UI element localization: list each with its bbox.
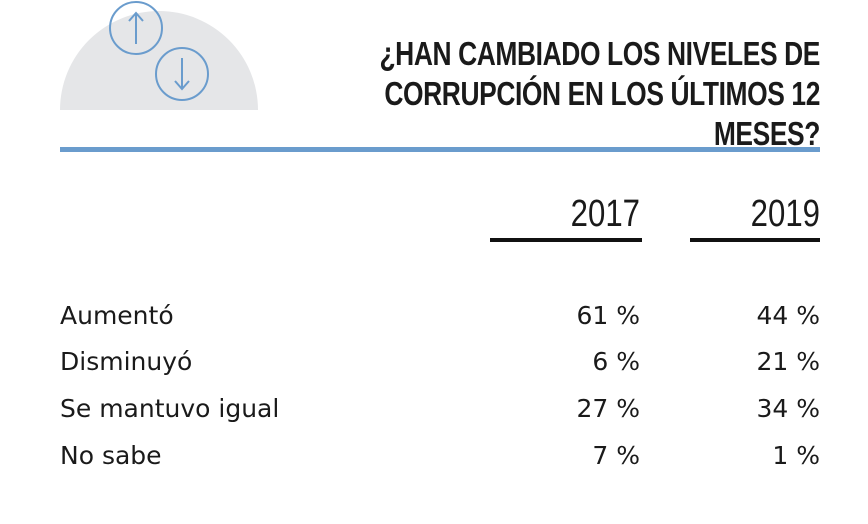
value-2017: 61 %: [576, 301, 640, 330]
table-row: Se mantuvo igual 27 % 34 %: [60, 389, 820, 429]
value-2019: 1 %: [772, 441, 820, 470]
arrow-down-circle-icon: [155, 47, 209, 101]
column-header-2019: 2019: [750, 193, 820, 235]
row-label: Disminuyó: [60, 347, 193, 376]
hero-graphic: [60, 1, 258, 111]
value-2017: 7 %: [592, 441, 640, 470]
value-2017: 27 %: [576, 394, 640, 423]
title-line-1: ¿HAN CAMBIADO LOS NIVELES DE: [379, 35, 820, 72]
row-label: No sabe: [60, 441, 162, 470]
table-row: No sabe 7 % 1 %: [60, 436, 820, 476]
value-2019: 34 %: [756, 394, 820, 423]
arrow-up-circle-icon: [109, 1, 163, 55]
row-label: Se mantuvo igual: [60, 394, 280, 423]
value-2019: 21 %: [756, 347, 820, 376]
page-title: ¿HAN CAMBIADO LOS NIVELES DE CORRUPCIÓN …: [340, 34, 820, 154]
table-row: Aumentó 61 % 44 %: [60, 296, 820, 336]
table-row: Disminuyó 6 % 21 %: [60, 342, 820, 382]
title-divider: [60, 147, 820, 152]
value-2017: 6 %: [592, 347, 640, 376]
column-underline-2019: [690, 238, 820, 242]
title-line-2: CORRUPCIÓN EN LOS ÚLTIMOS 12 MESES?: [384, 75, 820, 152]
column-header-2017: 2017: [570, 193, 640, 235]
column-underline-2017: [490, 238, 642, 242]
row-label: Aumentó: [60, 301, 174, 330]
value-2019: 44 %: [756, 301, 820, 330]
